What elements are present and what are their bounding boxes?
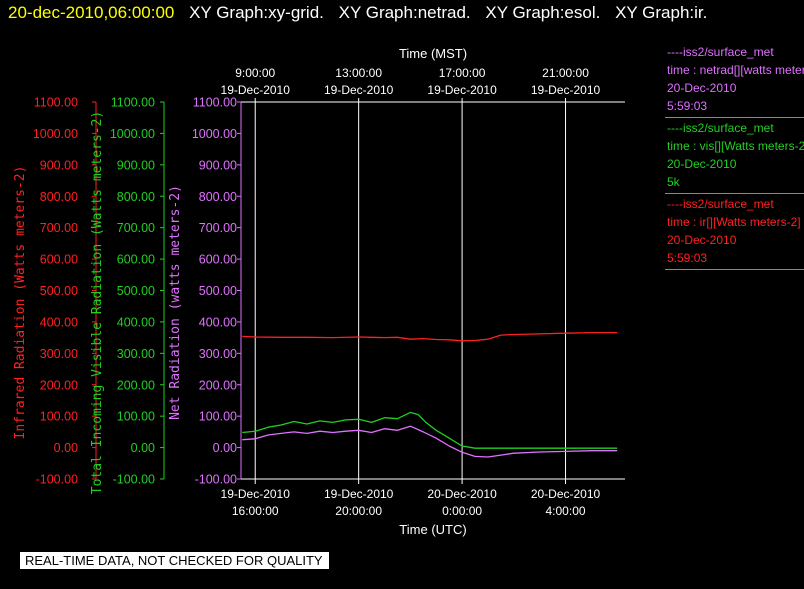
y-tick-label: 800.00	[199, 190, 237, 204]
y-tick-label: 300.00	[199, 347, 237, 361]
y-tick-label: 400.00	[40, 315, 78, 329]
top-axis-title: Time (MST)	[399, 46, 467, 61]
legend-line: ----iss2/surface_met	[667, 197, 774, 211]
legend-line: time : vis[][Watts meters-2]	[667, 139, 804, 153]
y-tick-label: 1100.00	[193, 96, 237, 110]
bottom-tick-label-date: 20-Dec-2010	[427, 487, 497, 501]
legend-line: 5:59:03	[667, 251, 708, 265]
top-tick-label-date: 19-Dec-2010	[221, 83, 291, 97]
y-tick-label: 900.00	[40, 158, 78, 172]
y-tick-label: 400.00	[117, 315, 155, 329]
legend-line: 20-Dec-2010	[667, 233, 737, 247]
y-tick-label: 1100.00	[111, 96, 155, 110]
y-axis-title: Net Radiation (watts meters-2)	[168, 185, 183, 420]
y-tick-label: 400.00	[199, 315, 237, 329]
top-tick-label-date: 19-Dec-2010	[324, 83, 394, 97]
y-tick-label: -100.00	[113, 473, 155, 487]
y-axis-title: Total Incoming Visible Radiation (Watts …	[90, 111, 105, 495]
y-tick-label: 800.00	[117, 190, 155, 204]
y-tick-label: 700.00	[40, 221, 78, 235]
bottom-axis-title: Time (UTC)	[399, 522, 466, 537]
y-tick-label: 600.00	[199, 253, 237, 267]
bottom-tick-label-date: 19-Dec-2010	[324, 487, 394, 501]
quality-notice: REAL-TIME DATA, NOT CHECKED FOR QUALITY	[20, 552, 329, 569]
y-tick-label: 0.00	[131, 441, 155, 455]
series-line-vis	[242, 411, 618, 449]
title-bar: 20-dec-2010,06:00:00 XY Graph:xy-grid. X…	[8, 3, 717, 23]
y-tick-label: 800.00	[40, 190, 78, 204]
legend-line: time : ir[][Watts meters-2]	[667, 215, 801, 229]
y-tick-label: 500.00	[199, 284, 237, 298]
bottom-tick-label-time: 0:00:00	[442, 504, 482, 518]
top-tick-label-time: 9:00:00	[235, 66, 275, 80]
y-tick-label: 1100.00	[34, 96, 78, 110]
y-tick-label: 900.00	[199, 158, 237, 172]
legend-line: 5:59:03	[667, 99, 708, 113]
legend-line: ----iss2/surface_met	[667, 121, 774, 135]
legend-line: time : netrad[][watts meters-2]	[667, 63, 804, 77]
bottom-tick-label-time: 16:00:00	[232, 504, 279, 518]
y-tick-label: -100.00	[195, 473, 237, 487]
y-axis-title: Infrared Radiation (Watts meters-2)	[13, 166, 28, 440]
top-tick-label-date: 19-Dec-2010	[427, 83, 497, 97]
y-tick-label: 200.00	[40, 378, 78, 392]
top-tick-label-date: 19-Dec-2010	[531, 83, 601, 97]
y-tick-label: 1000.00	[110, 127, 155, 141]
legend-line: 5k	[667, 175, 680, 189]
bottom-tick-label-time: 4:00:00	[546, 504, 586, 518]
title-datetime: 20-dec-2010,06:00:00	[8, 3, 175, 22]
y-tick-label: 1000.00	[33, 127, 78, 141]
bottom-tick-label-date: 20-Dec-2010	[531, 487, 601, 501]
top-tick-label-time: 13:00:00	[335, 66, 382, 80]
y-tick-label: 300.00	[117, 347, 155, 361]
y-tick-label: 700.00	[117, 221, 155, 235]
title-graph-esol: XY Graph:esol.	[485, 3, 601, 22]
title-graph-ir: XY Graph:ir.	[615, 3, 708, 22]
top-tick-label-time: 21:00:00	[542, 66, 589, 80]
y-tick-label: 1000.00	[192, 127, 237, 141]
y-tick-label: 200.00	[199, 378, 237, 392]
y-tick-label: 200.00	[117, 378, 155, 392]
series-line-ir	[242, 331, 618, 342]
y-tick-label: 100.00	[117, 410, 155, 424]
y-tick-label: 900.00	[117, 158, 155, 172]
bottom-tick-label-date: 19-Dec-2010	[221, 487, 291, 501]
y-tick-label: 100.00	[40, 410, 78, 424]
y-tick-label: 600.00	[40, 253, 78, 267]
top-tick-label-time: 17:00:00	[439, 66, 486, 80]
y-tick-label: 600.00	[117, 253, 155, 267]
title-graph-netrad: XY Graph:netrad.	[338, 3, 471, 22]
y-tick-label: 500.00	[117, 284, 155, 298]
y-tick-label: 100.00	[199, 410, 237, 424]
y-tick-label: 0.00	[213, 441, 237, 455]
legend-line: 20-Dec-2010	[667, 81, 737, 95]
y-tick-label: 700.00	[199, 221, 237, 235]
y-tick-label: 500.00	[40, 284, 78, 298]
y-tick-label: 300.00	[40, 347, 78, 361]
series-line-netrad	[242, 425, 618, 458]
y-tick-label: 0.00	[54, 441, 78, 455]
title-graph-xy-grid: XY Graph:xy-grid.	[189, 3, 324, 22]
y-tick-label: -100.00	[36, 473, 78, 487]
legend-line: ----iss2/surface_met	[667, 45, 774, 59]
bottom-tick-label-time: 20:00:00	[335, 504, 382, 518]
legend-line: 20-Dec-2010	[667, 157, 737, 171]
